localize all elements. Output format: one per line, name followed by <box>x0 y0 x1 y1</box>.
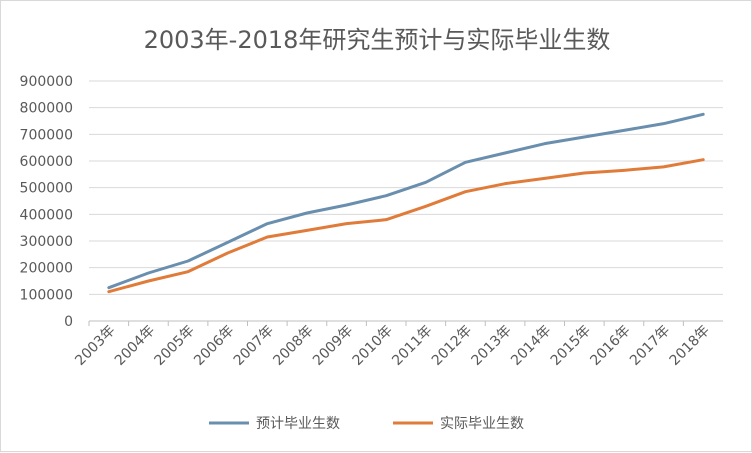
y-tick-label: 0 <box>64 314 73 330</box>
y-tick-label: 300000 <box>20 234 73 250</box>
series-line <box>107 112 705 290</box>
y-axis-ticks: 0 100000 200000 300000 400000 500000 600000 700… <box>20 74 73 330</box>
y-tick-label: 700000 <box>20 127 73 143</box>
x-axis-ticks: 2003年2004年2005年2006年2007年2008年2009年2010年… <box>72 321 713 369</box>
series-lines <box>107 112 705 294</box>
x-tick-label: 2005年 <box>151 323 197 369</box>
x-tick-label: 2017年 <box>627 323 673 369</box>
series-line <box>107 158 705 294</box>
x-tick-label: 2007年 <box>231 323 277 369</box>
legend-label: 实际毕业生数 <box>440 416 524 432</box>
x-tick-label: 2003年 <box>72 323 118 369</box>
y-tick-label: 600000 <box>20 154 73 170</box>
x-tick-label: 2008年 <box>270 323 316 369</box>
gridlines <box>89 80 723 322</box>
y-tick-label: 800000 <box>20 101 73 117</box>
legend-label: 预计毕业生数 <box>256 416 340 432</box>
x-tick-label: 2014年 <box>508 323 554 369</box>
x-tick-label: 2015年 <box>548 323 594 369</box>
y-tick-label: 400000 <box>20 207 73 223</box>
x-tick-label: 2018年 <box>667 323 713 369</box>
y-tick-label: 900000 <box>20 74 73 90</box>
y-tick-label: 200000 <box>20 261 73 277</box>
legend: 预计毕业生数 实际毕业生数 <box>209 416 524 432</box>
x-tick-label: 2009年 <box>310 323 356 369</box>
x-tick-label: 2010年 <box>350 323 396 369</box>
y-tick-label: 100000 <box>20 287 73 303</box>
x-tick-label: 2016年 <box>587 323 633 369</box>
chart-title: 2003年-2018年研究生预计与实际毕业生数 <box>144 26 611 54</box>
y-tick-label: 500000 <box>20 181 73 197</box>
x-tick-label: 2013年 <box>468 323 514 369</box>
x-tick-label: 2011年 <box>389 323 435 369</box>
x-tick-label: 2012年 <box>429 323 475 369</box>
x-tick-label: 2006年 <box>191 323 237 369</box>
x-tick-label: 2004年 <box>112 323 158 369</box>
